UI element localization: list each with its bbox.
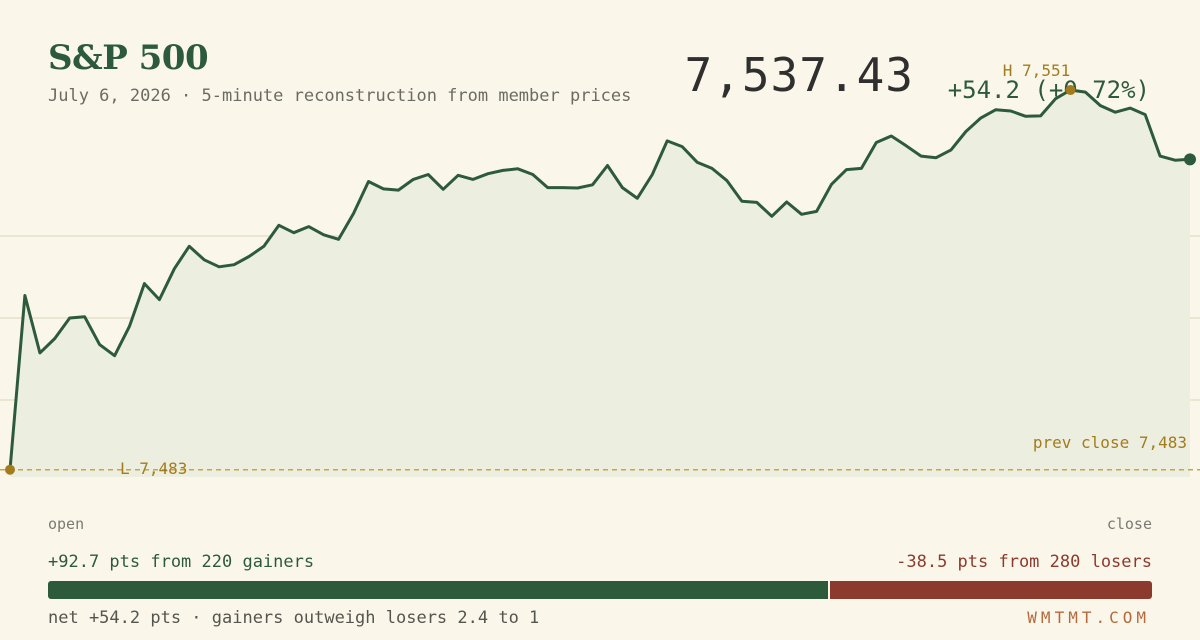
- axis-close-label: close: [1106, 515, 1152, 533]
- price-change: +54.2 (+0.72%): [947, 76, 1150, 104]
- breadth-bar-losers: [830, 581, 1152, 599]
- area-fill: [10, 90, 1190, 477]
- series-line: [8, 88, 1191, 470]
- page-subtitle: July 6, 2026 · 5-minute reconstruction f…: [48, 86, 632, 106]
- intraday-chart: H 7,551 L 7,483 prev close 7,483: [0, 61, 1200, 478]
- axis-open-label: open: [48, 515, 85, 533]
- breadth-bar: [48, 581, 1152, 599]
- prev-close-label: prev close 7,483: [1033, 433, 1187, 452]
- last-price-marker: [1184, 153, 1196, 166]
- breadth-bar-gainers: [48, 581, 829, 599]
- losers-label: -38.5 pts from 280 losers: [896, 552, 1152, 572]
- current-price: 7,537.43: [684, 48, 914, 102]
- gainers-label: +92.7 pts from 220 gainers: [48, 552, 315, 572]
- breadth-bar-divider: [828, 581, 831, 599]
- net-summary: net +54.2 pts · gainers outweigh losers …: [48, 608, 540, 628]
- page-title: S&P 500: [48, 38, 209, 78]
- low-label: L 7,483: [120, 459, 187, 478]
- high-marker: [1065, 85, 1076, 96]
- high-label: H 7,551: [1003, 61, 1070, 80]
- low-marker: [5, 464, 15, 475]
- brand-mark: WMTMT.COM: [1027, 608, 1150, 627]
